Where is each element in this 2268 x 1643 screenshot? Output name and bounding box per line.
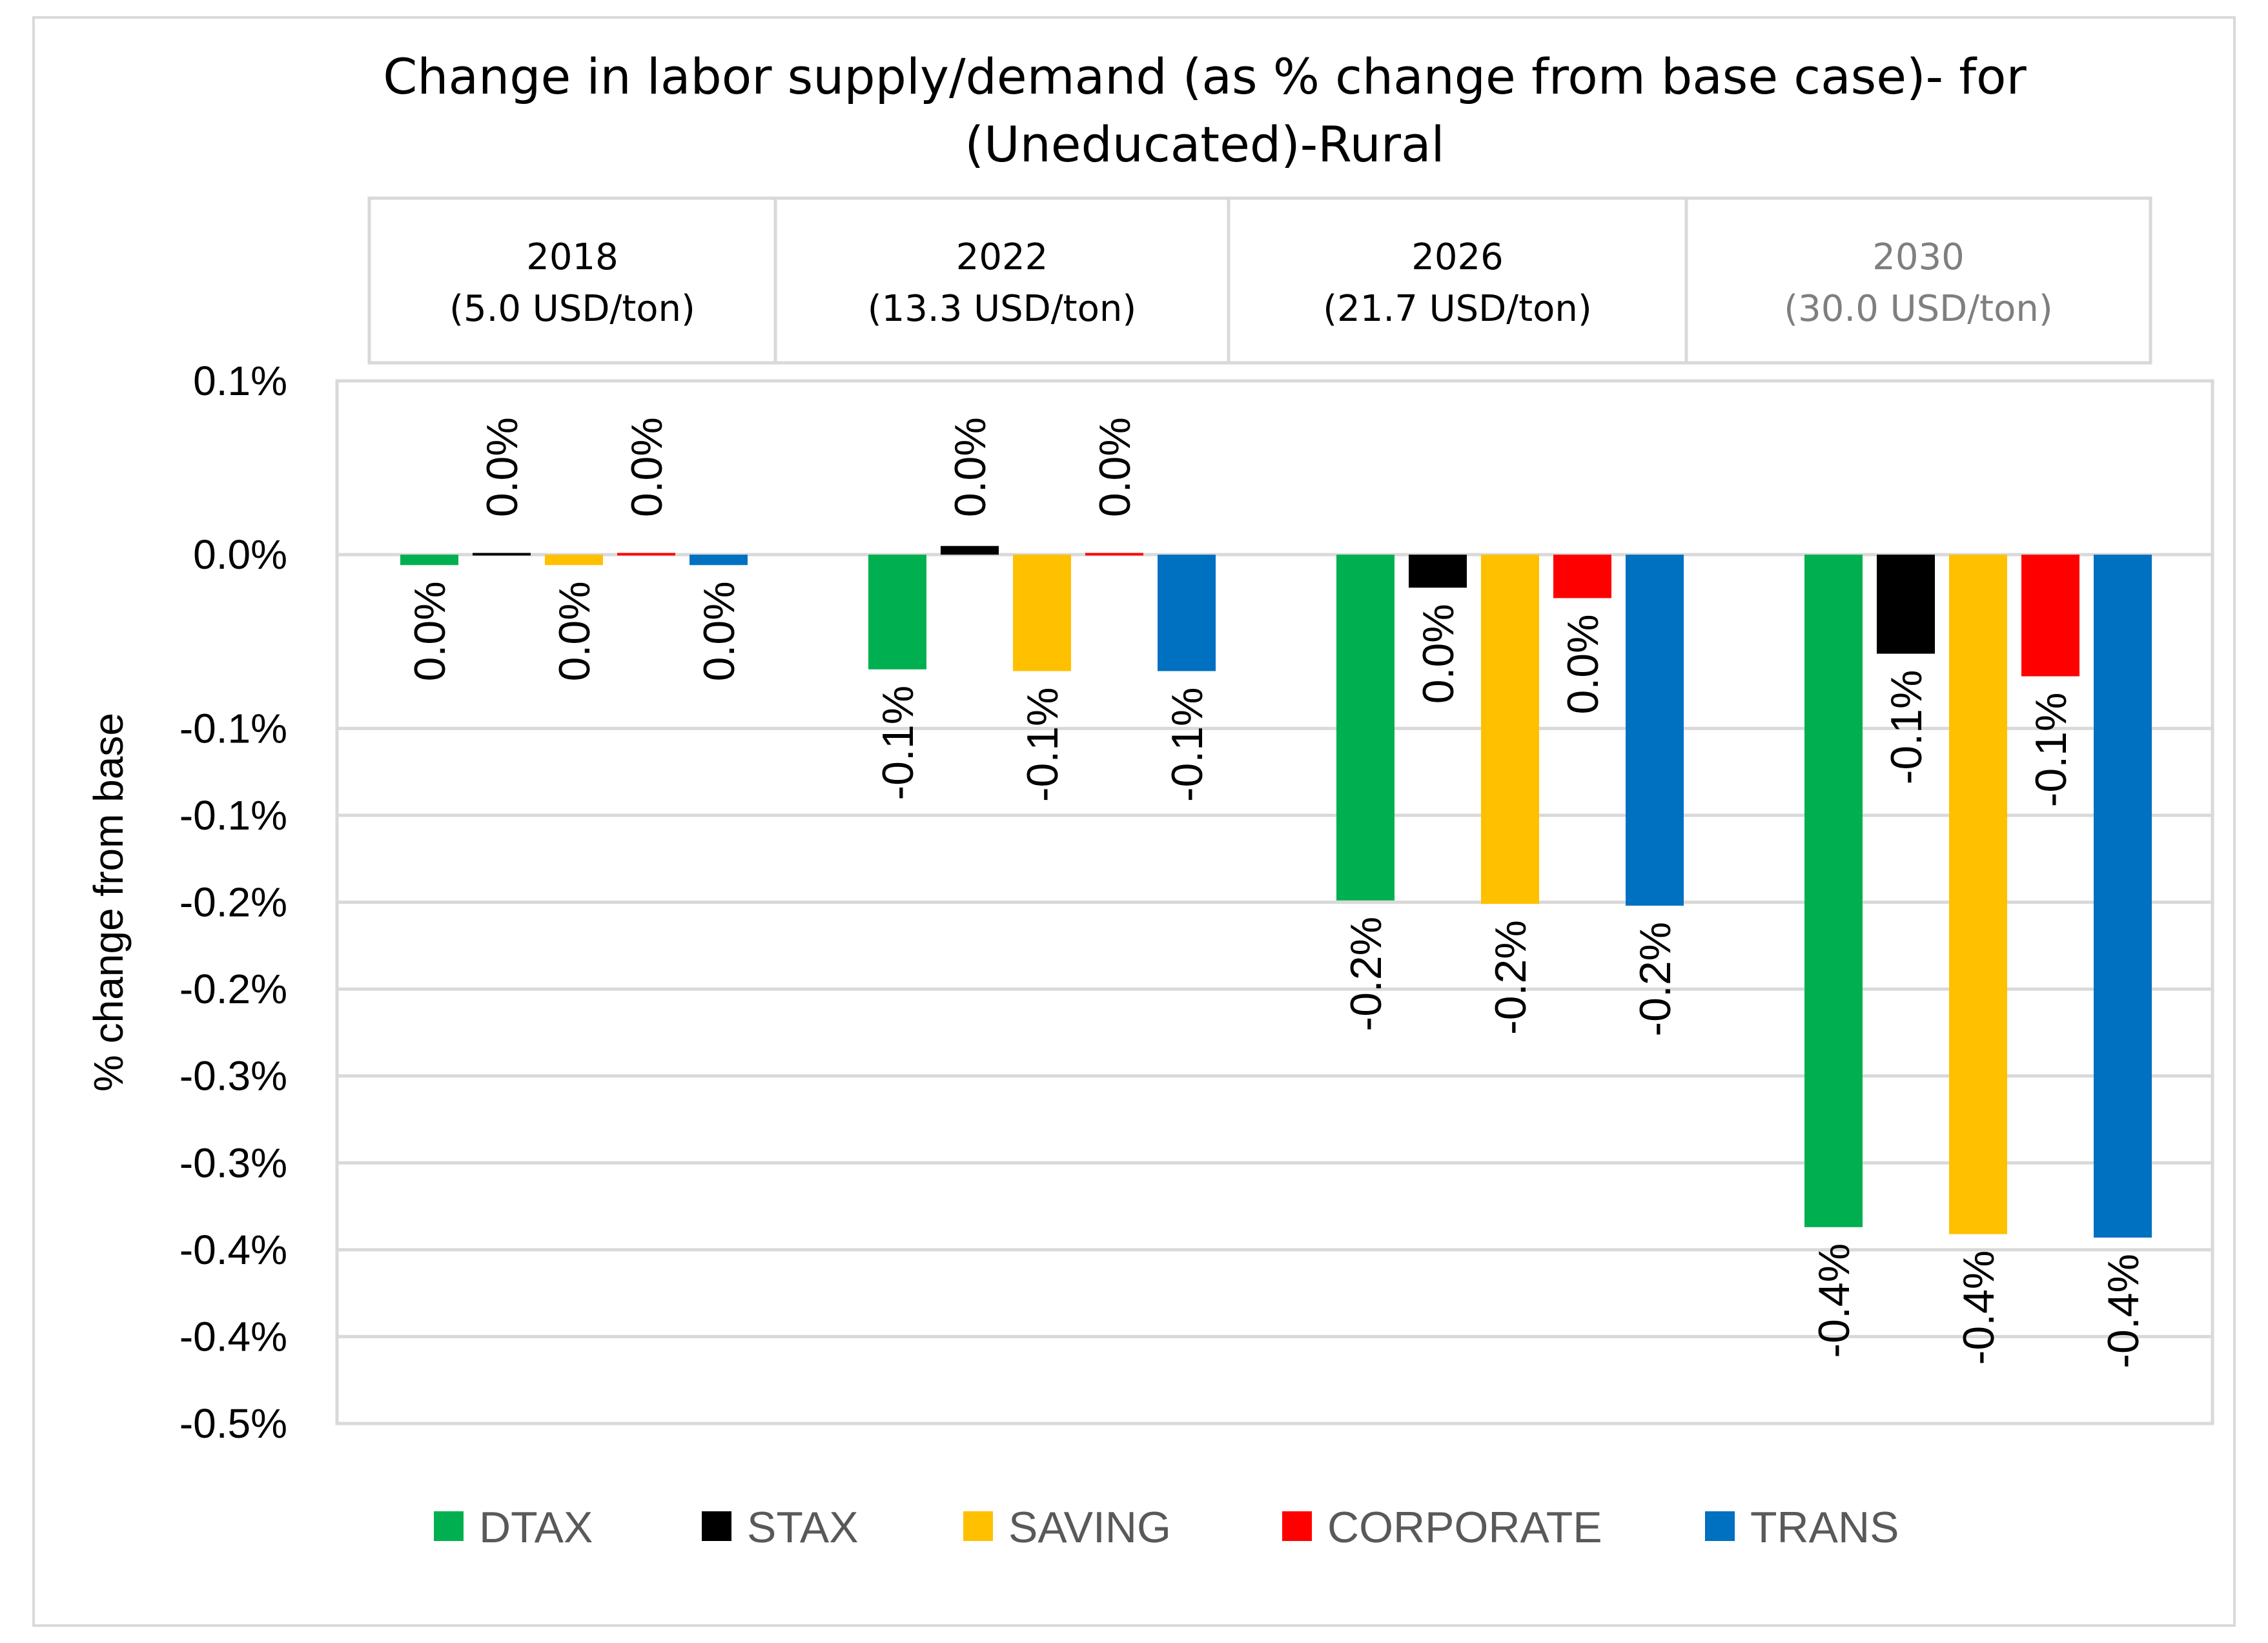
bar-stax [473,553,531,556]
data-label: 0.0% [478,417,527,517]
legend-label: CORPORATE [1327,1503,1602,1552]
y-tick-label: -0.1% [179,792,287,839]
category-headers: 2018 (5.0 USD/ton) 2022 (13.3 USD/ton) 2026 (… [367,196,2152,365]
data-label: 0.0% [622,417,671,517]
bar-dtax [1336,555,1395,901]
bar-saving [1013,555,1071,671]
data-label: 0.0% [946,417,995,517]
category-header-price: (30.0 USD/ton) [1784,288,2052,330]
y-tick-label: 0.0% [193,531,287,578]
category-header-price: (5.0 USD/ton) [449,288,695,330]
bar-dtax [400,555,458,566]
bar-trans [1158,555,1216,671]
y-tick-label: -0.4% [179,1227,287,1273]
category-header-box [367,196,777,365]
bar-dtax [868,555,926,669]
y-tick-label: -0.1% [179,705,287,751]
data-label: -0.1% [873,686,923,801]
bar-stax [941,546,999,555]
bar-trans [1626,555,1684,906]
legend-swatch [1705,1511,1735,1541]
chart-title-line-2: (Uneducated)-Rural [965,116,1444,173]
category-header-price: (21.7 USD/ton) [1323,288,1591,330]
data-label: -0.4% [1810,1243,1859,1358]
legend-label: DTAX [479,1503,593,1552]
data-label: -0.4% [1954,1250,2003,1365]
bar-corporate [617,553,675,556]
category-header-box [1684,196,2152,365]
chart-title-line-1: Change in labor supply/demand (as % chan… [383,48,2027,105]
legend-label: STAX [747,1503,859,1552]
data-label: -0.2% [1631,922,1680,1037]
legend-swatch [1282,1511,1312,1541]
bar-dtax [1804,555,1863,1227]
bar-corporate [1553,555,1611,598]
category-header-year: 2022 [956,236,1048,278]
bars [400,546,2152,1238]
category-header-price: (13.3 USD/ton) [868,288,1136,330]
data-label: -0.1% [1163,688,1212,802]
legend-label: SAVING [1008,1503,1171,1552]
data-label: 0.0% [1414,604,1463,704]
legend-swatch [434,1511,464,1541]
y-tick-label: -0.2% [179,879,287,926]
data-label: -0.1% [2027,693,2076,808]
bar-stax [1877,555,1935,654]
legend-label: TRANS [1750,1503,1899,1552]
data-label: 0.0% [550,581,599,681]
gridlines [337,379,2212,1425]
data-label: 0.0% [695,581,744,681]
legend: DTAX STAX SAVING CORPORATE TRANS [434,1503,1899,1552]
category-header-year: 2026 [1411,236,1504,278]
data-label: 0.0% [1090,417,1139,517]
chart-frame [32,16,2236,1627]
y-axis-label: % change from base [85,713,132,1092]
data-label: -0.1% [1882,670,1931,785]
bar-trans [2094,555,2152,1238]
data-label: -0.2% [1342,917,1391,1032]
y-tick-label: -0.4% [179,1313,287,1360]
data-label: -0.1% [1018,688,1067,802]
category-header-box [773,196,1231,365]
y-tick-label: -0.2% [179,966,287,1012]
category-header-year: 2030 [1872,236,1965,278]
bar-saving [545,555,603,566]
data-label: -0.4% [2099,1254,2148,1369]
legend-swatch [702,1511,731,1541]
legend-swatch [963,1511,993,1541]
bar-saving [1949,555,2007,1234]
bar-corporate [2021,555,2079,677]
bar-corporate [1085,553,1143,556]
y-tick-label: 0.1% [193,358,287,404]
category-header-year: 2018 [526,236,618,278]
data-label: -0.2% [1486,920,1535,1035]
data-labels: 0.0% -0.1% -0.2% -0.4% 0.0% 0.0% 0.0% -0.1% 0.0%… [405,417,2148,1368]
bar-trans [690,555,748,566]
y-tick-label: -0.3% [179,1053,287,1099]
y-tick-label: -0.5% [179,1400,287,1447]
bar-saving [1481,555,1539,904]
y-axis-ticks: 0.1% 0.0% -0.1% -0.1% -0.2% -0.2% -0.3% -0.3% -0… [179,358,287,1447]
data-label: 0.0% [1558,614,1608,714]
category-header-box [1227,196,1688,365]
data-label: 0.0% [405,581,455,681]
plot-area [335,379,2214,1425]
bar-stax [1409,555,1467,588]
y-tick-label: -0.3% [179,1139,287,1186]
